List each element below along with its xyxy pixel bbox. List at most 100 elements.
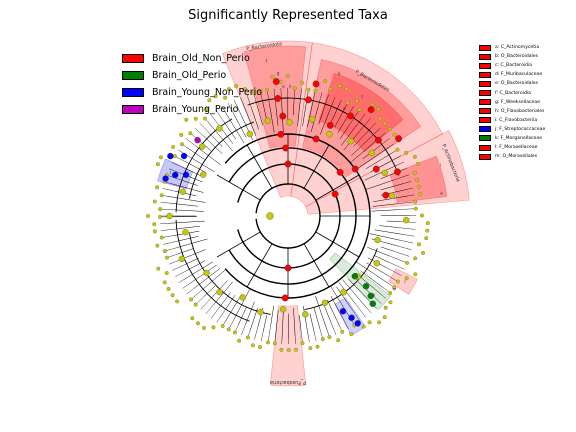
tree-branch: [315, 174, 360, 201]
tree-branch: [160, 201, 172, 204]
group-legend-item: Brain_Young_Non_Perio: [122, 84, 262, 101]
tree-branch: [171, 183, 204, 193]
tree-branch: [186, 168, 202, 177]
tree-node: [239, 294, 247, 301]
tree-branch: [178, 225, 201, 229]
clade-label: P_Fusobacteria: [270, 379, 306, 385]
leaf-node: [313, 88, 318, 93]
taxa-legend-label: g: F_Weeksellaceae: [495, 99, 541, 105]
clade-highlight-sector: [269, 305, 307, 387]
tree-branch: [334, 107, 346, 128]
leaf-node: [383, 121, 387, 126]
legend-swatch: [479, 44, 491, 51]
taxa-legend-item: k: F_Morganellaceae: [479, 134, 545, 143]
leaf-node: [383, 305, 388, 310]
tree-branch: [332, 96, 336, 104]
tree-branch: [365, 152, 393, 170]
tree-branch: [178, 279, 184, 283]
legend-swatch: [122, 71, 144, 80]
leaf-node: [223, 95, 228, 100]
tree-branch: [228, 317, 235, 330]
taxa-legend-item: m: O_Moraxellales: [479, 152, 545, 161]
group-legend: Brain_Old_Non_Perio Brain_Old_Perio Brain_…: [122, 50, 262, 118]
clade-letter: j: [169, 169, 171, 174]
sig-node-old-non-perio: [394, 168, 401, 176]
leaf-node: [272, 341, 277, 346]
sig-node-old-non-perio: [326, 121, 334, 129]
leaf-node: [165, 255, 169, 260]
sig-node-old-non-perio: [312, 135, 320, 143]
tree-branch: [400, 240, 414, 244]
tree-branch: [379, 225, 399, 228]
tree-branch: [200, 296, 213, 310]
leaf-node: [404, 150, 409, 155]
leaf-node: [152, 222, 157, 227]
sig-node-old-non-perio: [284, 160, 292, 168]
tree-branch: [251, 108, 259, 130]
tree-node: [216, 125, 223, 132]
taxa-legend-label: b: O_Bacteroidales: [495, 54, 539, 60]
group-legend-label: Brain_Young_Non_Perio: [152, 87, 263, 98]
leaf-node: [387, 127, 392, 131]
leaf-node: [158, 207, 163, 212]
leaf-node: [412, 154, 417, 159]
leaf-node: [395, 147, 400, 152]
tree-node: [257, 308, 264, 316]
tree-branch: [357, 113, 366, 125]
tree-branch: [190, 291, 201, 300]
taxa-legend-item: d: F_Muribaculaceae: [479, 70, 545, 79]
taxa-legend-item: g: F_Weeksellaceae: [479, 98, 545, 107]
tree-branch: [357, 145, 391, 169]
taxa-legend-item: l: F_Moraxellaceae: [479, 143, 545, 152]
tree-branch: [397, 161, 405, 166]
tree-branch: [209, 133, 223, 147]
tree-branch: [267, 325, 271, 343]
sig-node-old-non-perio: [282, 144, 290, 152]
tree-branch: [342, 317, 349, 329]
tree-branch: [182, 284, 189, 289]
tree-branch: [389, 262, 405, 270]
clade-letter: f: [266, 59, 268, 64]
tree-branch: [330, 286, 350, 318]
tree-branches: [160, 87, 416, 344]
taxa-legend-label: m: O_Moraxellales: [495, 154, 538, 160]
tree-branch: [353, 128, 371, 147]
legend-swatch: [479, 71, 491, 78]
tree-branch: [386, 267, 402, 276]
leaf-node: [382, 315, 387, 320]
taxa-legend-label: j: F_Streptococcaceae: [495, 126, 546, 132]
leaf-node: [367, 320, 372, 325]
tree-branch: [163, 240, 178, 245]
clade-letter: m: [393, 287, 397, 292]
leaf-node: [162, 280, 167, 285]
tree-branch: [327, 299, 341, 328]
leaf-node: [245, 335, 250, 340]
sig-node-old-non-perio: [331, 190, 339, 198]
leaf-node: [155, 185, 160, 190]
tree-node: [179, 188, 187, 195]
leaf-node: [234, 84, 238, 88]
tree-branch: [254, 327, 258, 340]
clade-label: P_Bacteroidota: [246, 41, 282, 52]
leaf-node: [377, 320, 382, 325]
leaf-node: [404, 276, 409, 281]
tree-branch: [367, 308, 372, 314]
tree-branch: [394, 251, 410, 257]
clade-letter: h: [289, 84, 292, 89]
tree-branch: [343, 127, 363, 151]
tree-branch: [270, 305, 275, 326]
clade-letter: b: [338, 71, 341, 76]
leaf-node: [392, 132, 397, 137]
tree-branch: [216, 309, 226, 323]
tree-branch: [168, 168, 183, 175]
leaf-node: [425, 228, 430, 233]
tree-branch: [240, 97, 243, 103]
leaf-node: [207, 98, 212, 103]
leaf-node: [213, 94, 218, 99]
tree-branch: [174, 209, 204, 212]
tree-branch: [336, 286, 353, 311]
taxa-legend-item: c: C_Bacteroidia: [479, 61, 545, 70]
legend-swatch: [479, 126, 491, 133]
leaf-node: [227, 87, 232, 91]
leaf-node: [388, 291, 393, 295]
